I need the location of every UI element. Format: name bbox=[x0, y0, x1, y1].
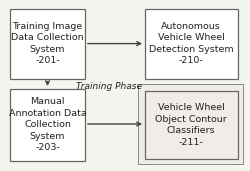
Text: Manual
Annotation Data
Collection
System
-203-: Manual Annotation Data Collection System… bbox=[8, 97, 86, 152]
Text: Training Image
Data Collection
System
-201-: Training Image Data Collection System -2… bbox=[11, 22, 84, 65]
Text: Vehicle Wheel
Object Contour
Classifiers
-211-: Vehicle Wheel Object Contour Classifiers… bbox=[155, 103, 227, 147]
Text: Autonomous
Vehicle Wheel
Detection System
-210-: Autonomous Vehicle Wheel Detection Syste… bbox=[149, 22, 234, 65]
FancyBboxPatch shape bbox=[145, 91, 238, 159]
FancyBboxPatch shape bbox=[138, 84, 242, 164]
FancyBboxPatch shape bbox=[10, 9, 85, 79]
FancyBboxPatch shape bbox=[10, 89, 85, 161]
Text: Training Phase: Training Phase bbox=[76, 82, 142, 91]
FancyBboxPatch shape bbox=[145, 9, 238, 79]
